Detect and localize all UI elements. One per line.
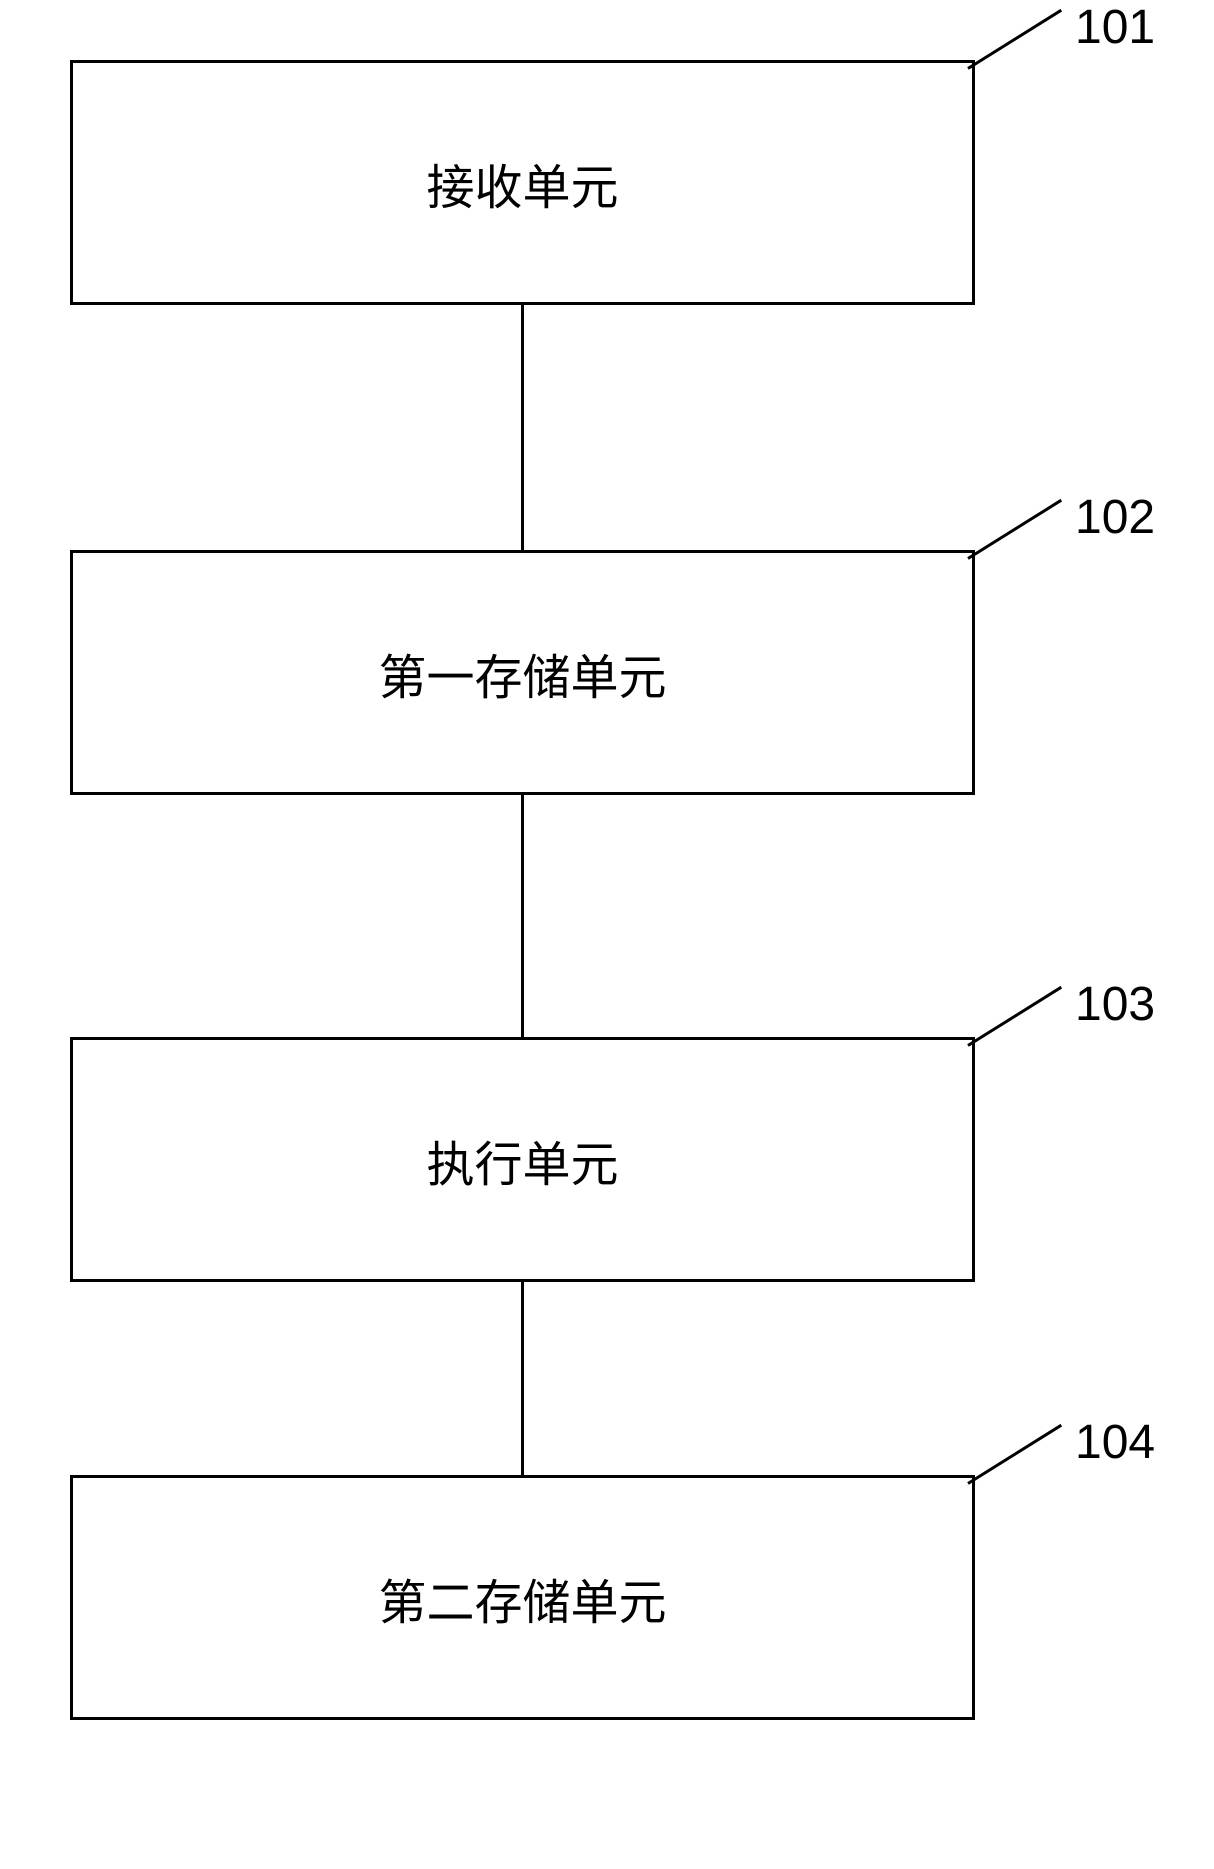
node-label: 第二存储单元 (378, 1563, 666, 1633)
callout-label-104: 104 (1075, 1415, 1155, 1470)
node-receive-unit: 接收单元 (70, 60, 975, 305)
node-label: 第一存储单元 (378, 638, 666, 708)
node-label: 执行单元 (426, 1125, 618, 1195)
node-execution-unit: 执行单元 (70, 1037, 975, 1282)
connector (521, 305, 524, 550)
callout-line (967, 499, 1062, 560)
node-label: 接收单元 (426, 148, 618, 218)
callout-line (967, 986, 1062, 1047)
node-first-storage-unit: 第一存储单元 (70, 550, 975, 795)
callout-label-101: 101 (1075, 0, 1155, 55)
callout-label-103: 103 (1075, 977, 1155, 1032)
callout-line (967, 9, 1062, 70)
connector (521, 795, 524, 1037)
node-second-storage-unit: 第二存储单元 (70, 1475, 975, 1720)
callout-line (967, 1424, 1062, 1485)
connector (521, 1282, 524, 1475)
callout-label-102: 102 (1075, 490, 1155, 545)
